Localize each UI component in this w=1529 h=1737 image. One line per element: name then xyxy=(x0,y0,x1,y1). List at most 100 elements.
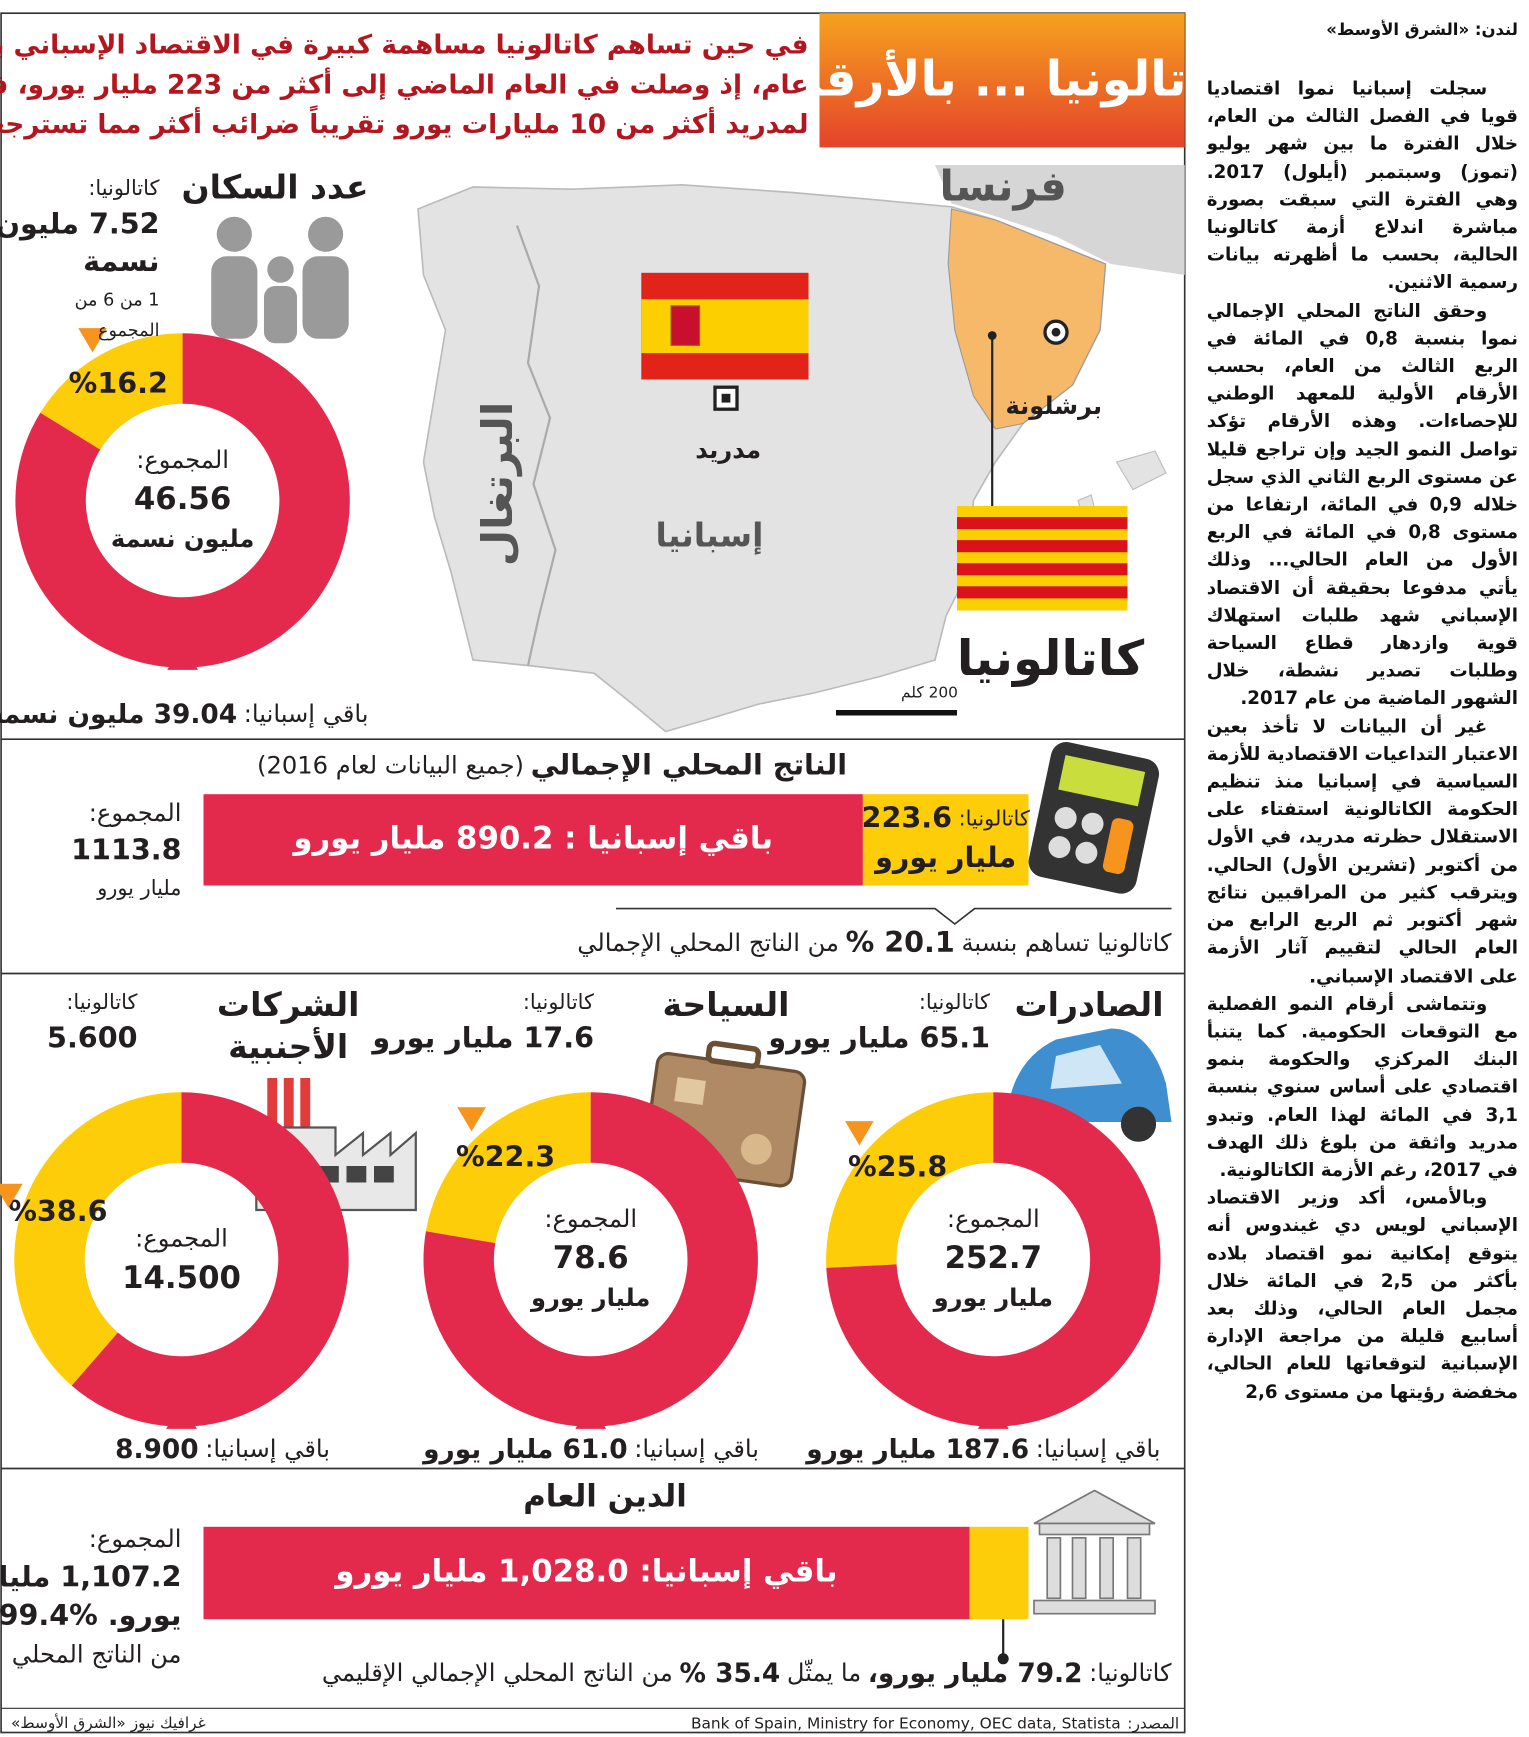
iberia xyxy=(417,183,1107,733)
marker-rest xyxy=(977,1402,1009,1429)
center-label: المجموع: xyxy=(947,1205,1040,1233)
catalonia-flag-stripe xyxy=(957,563,1128,576)
spain-flag-crest xyxy=(670,305,701,346)
beam xyxy=(1038,1522,1151,1536)
body xyxy=(264,286,297,344)
dateline: لندن: «الشرق الأوسط» xyxy=(1326,19,1518,40)
calc-key xyxy=(1075,841,1098,864)
rest-label-part: باقي إسبانيا: xyxy=(1036,1435,1161,1464)
catalonia-value-part: مليار يورو xyxy=(873,840,1016,874)
body xyxy=(302,256,349,339)
pct-label: %38.6 xyxy=(8,1194,107,1228)
footnote-part: كاتالونيا: xyxy=(1089,1659,1172,1687)
map-label: برشلونة xyxy=(1005,392,1102,420)
catalonia-value: نسمة xyxy=(83,244,159,278)
section-title-part: الناتج المحلي الإجمالي xyxy=(531,748,847,782)
total-label: من الناتج المحلي xyxy=(12,1640,182,1668)
footnote-part: ما يمثّل xyxy=(787,1659,861,1687)
rest-label-part: 187.6 مليار يورو xyxy=(804,1433,1029,1464)
center-label: 14.500 xyxy=(122,1260,241,1296)
catalonia-value-part: 223.6 xyxy=(862,801,952,835)
chimney xyxy=(267,1078,278,1128)
rest-label-part: باقي إسبانيا: xyxy=(205,1435,330,1464)
paragraph: وحقق الناتج المحلي الإجمالي نموا بنسبة 0… xyxy=(1206,299,1518,709)
map-label: مدريد xyxy=(695,436,761,464)
bar-rest xyxy=(203,1526,970,1620)
paragraph: غير أن البيانات لا تأخذ بعين الاعتبار ال… xyxy=(1206,715,1518,987)
calc-key xyxy=(1054,807,1077,830)
catalonia-area xyxy=(947,208,1107,430)
map-label: فرنسا xyxy=(940,162,1067,212)
column xyxy=(1126,1536,1142,1600)
rest-label-part: باقي إسبانيا: xyxy=(244,700,369,729)
title-box xyxy=(819,13,1185,148)
center-label: 78.6 xyxy=(553,1240,629,1276)
center-label: مليار يورو xyxy=(530,1284,650,1312)
france-area xyxy=(935,165,1185,275)
catalonia-value: 65.1 مليار يورو xyxy=(766,1021,990,1055)
catalonia-flag-stripe xyxy=(957,540,1128,553)
center-label: 252.7 xyxy=(945,1240,1042,1276)
footnote-part: 35.4 % xyxy=(679,1658,780,1689)
subtitle: لمدريد أكثر من 10 مليارات يورو تقريباً ض… xyxy=(0,105,809,140)
footnote-part: من الناتج المحلي الإجمالي الإقليمي xyxy=(322,1659,673,1687)
rest-label-part: 39.04 مليون نسمة xyxy=(0,699,237,730)
paragraph: وتتماشى أرقام النمو الفصلية مع التوقعات … xyxy=(1206,992,1518,1181)
center-label: مليون نسمة xyxy=(111,525,255,553)
center-label: المجموع: xyxy=(136,446,229,474)
segment-rest xyxy=(423,1092,758,1427)
car-window xyxy=(1050,1045,1122,1089)
marker-catalonia xyxy=(78,328,107,353)
rest-label-part: باقي إسبانيا: xyxy=(634,1435,759,1464)
footnote-part: كاتالونيا تساهم بنسبة xyxy=(961,929,1172,957)
column xyxy=(1099,1536,1115,1600)
catalonia-flag-stripe xyxy=(957,517,1128,530)
calc-key xyxy=(1081,812,1104,835)
total-label: المجموع: xyxy=(89,1525,182,1553)
suitcase-handle xyxy=(705,1040,762,1070)
factory-window xyxy=(346,1166,367,1183)
calculator-icon xyxy=(1028,742,1160,894)
catalonia-label: كاتالونيا: xyxy=(919,990,990,1014)
total-label: 1113.8 xyxy=(71,832,181,866)
section-title: السياحة xyxy=(663,985,790,1024)
catalonia-value: 7.52 مليون xyxy=(0,207,160,241)
catalonia-value-part: كاتالونيا: xyxy=(959,806,1030,830)
segment-rest xyxy=(71,1092,349,1427)
rest-label: باقي إسبانيا: 187.6 مليار يورو xyxy=(804,1433,1160,1464)
map-label: كاتالونيا xyxy=(957,631,1145,687)
factory-window xyxy=(374,1166,394,1183)
pct-label: %25.8 xyxy=(848,1150,947,1184)
rest-label: باقي إسبانيا: 39.04 مليون نسمة xyxy=(0,699,369,730)
footnote-part: 79.2 مليار يورو، xyxy=(868,1658,1083,1689)
roof xyxy=(1033,1489,1156,1525)
bar-rest xyxy=(203,794,863,886)
body xyxy=(211,256,258,339)
section-title: الدين العام xyxy=(523,1479,687,1515)
subtitle: عام، إذ وصلت في العام الماضي إلى أكثر من… xyxy=(0,67,809,100)
section-title: الأجنبية xyxy=(228,1026,348,1066)
total-label: مليار يورو xyxy=(96,876,181,900)
marker-rest xyxy=(167,643,198,670)
map-label: إسبانيا xyxy=(656,515,764,555)
section-title: الناتج المحلي الإجمالي (جميع البيانات لع… xyxy=(257,748,847,782)
marker-catalonia xyxy=(845,1121,874,1146)
map-label: 200 كلم xyxy=(901,683,958,701)
suitcase-sticker xyxy=(674,1077,706,1105)
catalonia-flag xyxy=(957,506,1128,611)
head xyxy=(216,216,252,252)
footnote: كاتالونيا تساهم بنسبة 20.1 % من الناتج ا… xyxy=(577,925,1172,959)
center-label: المجموع: xyxy=(135,1225,228,1253)
gdp-callout xyxy=(616,907,1172,926)
total-label: يورو. %99.4 xyxy=(0,1598,182,1632)
pct-label: %22.3 xyxy=(456,1140,555,1174)
bar-catalonia xyxy=(969,1526,1029,1620)
article: لندن: «الشرق الأوسط» سجلت إسبانيا نموا ا… xyxy=(1207,20,1518,1737)
paragraph: سجلت إسبانيا نموا اقتصاديا قويا في الفصل… xyxy=(1206,78,1518,294)
segment-catalonia xyxy=(826,1092,994,1268)
car-icon xyxy=(1006,1028,1172,1142)
source-part: المصدر: xyxy=(1127,1714,1179,1732)
credit: غرافيك نيوز «الشرق الأوسط» xyxy=(11,1713,206,1732)
rest-label: باقي إسبانيا: 61.0 مليار يورو xyxy=(421,1433,759,1464)
